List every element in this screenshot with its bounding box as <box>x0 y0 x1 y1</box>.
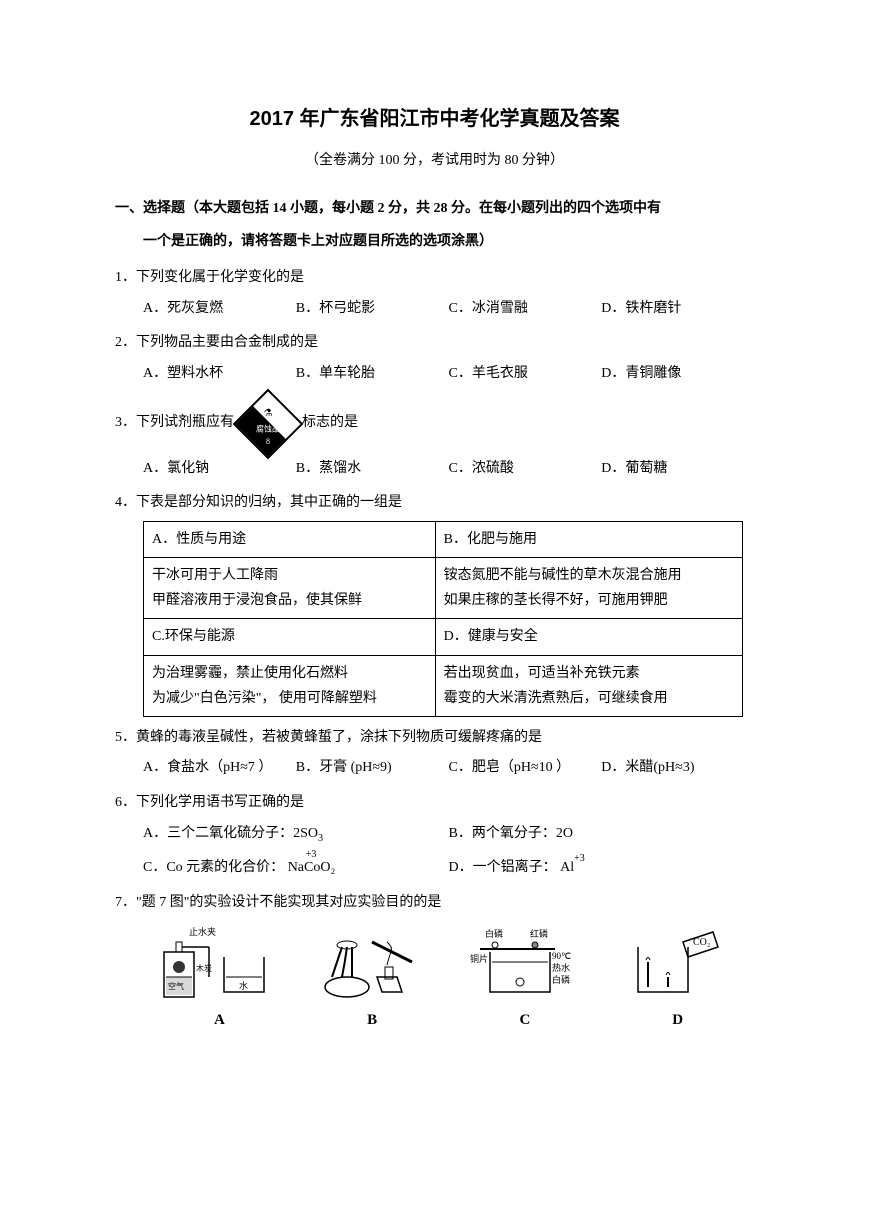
q6-opt-d: D．一个铝离子： Al+3 <box>449 855 755 882</box>
q1-opt-d: D．铁杵磨针 <box>601 296 754 323</box>
apparatus-a-icon: 止水夹 空气 水 木炭 <box>154 927 284 1002</box>
q4-cell-b-body: 铵态氮肥不能与碱性的草木灰混合施用 如果庄稼的茎长得不好，可施用钾肥 <box>435 557 742 618</box>
q5-options: A．食盐水（pH≈7 ） B．牙膏 (pH≈9) C．肥皂（pH≈10 ） D．… <box>115 755 754 782</box>
question-5: 5．黄蜂的毒液呈碱性，若被黄蜂蜇了，涂抹下列物质可缓解疼痛的是 A．食盐水（pH… <box>115 725 754 782</box>
page-title: 2017 年广东省阳江市中考化学真题及答案 <box>115 100 754 138</box>
svg-text:CO₂: CO₂ <box>693 937 710 948</box>
q6-text: 6．下列化学用语书写正确的是 <box>115 790 754 817</box>
q1-opt-b: B．杯弓蛇影 <box>296 296 449 323</box>
table-row: C.环保与能源 D．健康与安全 <box>144 619 743 655</box>
q3-opt-a: A．氯化钠 <box>143 456 296 483</box>
q7-label-b: B <box>296 1006 449 1035</box>
q4-c-body1: 为治理雾霾，禁止使用化石燃料 <box>152 661 427 686</box>
table-row: 干冰可用于人工降雨 甲醛溶液用于浸泡食品，使其保鲜 铵态氮肥不能与碱性的草木灰混… <box>144 557 743 618</box>
q4-cell-c-head: C.环保与能源 <box>144 619 436 655</box>
q4-b-body1: 铵态氮肥不能与碱性的草木灰混合施用 <box>444 563 734 588</box>
section-1-header-1: 一、选择题（本大题包括 14 小题，每小题 2 分，共 28 分。在每小题列出的… <box>115 195 754 223</box>
q5-opt-b: B．牙膏 (pH≈9) <box>296 755 449 782</box>
apparatus-b-icon <box>317 927 427 1002</box>
q2-opt-a: A．塑料水杯 <box>143 361 296 388</box>
q4-cell-a-body: 干冰可用于人工降雨 甲醛溶液用于浸泡食品，使其保鲜 <box>144 557 436 618</box>
svg-text:白磷: 白磷 <box>485 928 503 939</box>
q7-text: 7．"题 7 图"的实验设计不能实现其对应实验目的的是 <box>115 890 754 917</box>
q4-cell-c-body: 为治理雾霾，禁止使用化石燃料 为减少"白色污染"， 使用可降解塑料 <box>144 655 436 716</box>
svg-text:水: 水 <box>239 980 248 991</box>
q6-opt-c: C．Co 元素的化合价： +3NaCoO₂ <box>143 855 449 882</box>
q4-cell-d-body: 若出现贫血，可适当补充铁元素 霉变的大米清洗煮熟后，可继续食用 <box>435 655 742 716</box>
section-1-header-2: 一个是正确的，请将答题卡上对应题目所选的选项涂黑） <box>115 229 754 256</box>
q5-opt-c: C．肥皂（pH≈10 ） <box>449 755 602 782</box>
q4-cell-a-head: A．性质与用途 <box>144 521 436 557</box>
q1-opt-a: A．死灰复燃 <box>143 296 296 323</box>
apparatus-d-icon: CO₂ <box>623 927 733 1002</box>
q7-fig-a: 止水夹 空气 水 木炭 A <box>143 927 296 1035</box>
svg-text:铜片: 铜片 <box>470 953 488 964</box>
question-7: 7．"题 7 图"的实验设计不能实现其对应实验目的的是 止水夹 空气 水 <box>115 890 754 1034</box>
q1-text: 1．下列变化属于化学变化的是 <box>115 265 754 292</box>
q3-text-after: 标志的是 <box>302 410 358 437</box>
q2-text: 2．下列物品主要由合金制成的是 <box>115 330 754 357</box>
q3-opt-d: D．葡萄糖 <box>601 456 754 483</box>
q7-figures: 止水夹 空气 水 木炭 A <box>115 927 754 1035</box>
svg-text:止水夹: 止水夹 <box>189 926 216 937</box>
svg-text:红磷: 红磷 <box>530 928 548 939</box>
q4-a-body1: 干冰可用于人工降雨 <box>152 563 427 588</box>
q7-label-d: D <box>601 1006 754 1035</box>
question-6: 6．下列化学用语书写正确的是 A．三个二氧化硫分子：2SO3 B．两个氧分子：2… <box>115 790 754 882</box>
q7-label-c: C <box>449 1006 602 1035</box>
q7-label-a: A <box>143 1006 296 1035</box>
q7-fig-d: CO₂ D <box>601 927 754 1035</box>
q6-opt-b: B．两个氧分子：2O <box>449 821 755 848</box>
q3-options: A．氯化钠 B．蒸馏水 C．浓硫酸 D．葡萄糖 <box>115 456 754 483</box>
question-3: 3．下列试剂瓶应有 ⚗ 腐蚀品 8 标志的是 A．氯化钠 B．蒸馏水 C．浓硫酸… <box>115 396 754 483</box>
q2-opt-b: B．单车轮胎 <box>296 361 449 388</box>
question-2: 2．下列物品主要由合金制成的是 A．塑料水杯 B．单车轮胎 C．羊毛衣服 D．青… <box>115 330 754 387</box>
q3-opt-b: B．蒸馏水 <box>296 456 449 483</box>
question-4: 4．下表是部分知识的归纳，其中正确的一组是 A．性质与用途 B．化肥与施用 干冰… <box>115 490 754 717</box>
q4-cell-d-head: D．健康与安全 <box>435 619 742 655</box>
q1-opt-c: C．冰消雪融 <box>449 296 602 323</box>
q4-table: A．性质与用途 B．化肥与施用 干冰可用于人工降雨 甲醛溶液用于浸泡食品，使其保… <box>143 521 743 717</box>
q4-b-body2: 如果庄稼的茎长得不好，可施用钾肥 <box>444 588 734 613</box>
q3-opt-c: C．浓硫酸 <box>449 456 602 483</box>
q4-c-body2: 为减少"白色污染"， 使用可降解塑料 <box>152 686 427 711</box>
q6-options: A．三个二氧化硫分子：2SO3 B．两个氧分子：2O C．Co 元素的化合价： … <box>115 821 754 882</box>
svg-text:90℃: 90℃ <box>552 951 571 961</box>
q4-d-body2: 霉变的大米清洗煮熟后，可继续食用 <box>444 686 734 711</box>
q3-text-before: 3．下列试剂瓶应有 <box>115 410 234 437</box>
q5-opt-d: D．米醋(pH≈3) <box>601 755 754 782</box>
q5-opt-a: A．食盐水（pH≈7 ） <box>143 755 296 782</box>
q4-a-body2: 甲醛溶液用于浸泡食品，使其保鲜 <box>152 588 427 613</box>
q2-opt-c: C．羊毛衣服 <box>449 361 602 388</box>
svg-text:木炭: 木炭 <box>196 963 212 973</box>
svg-text:热水: 热水 <box>552 962 570 973</box>
q5-text: 5．黄蜂的毒液呈碱性，若被黄蜂蜇了，涂抹下列物质可缓解疼痛的是 <box>115 725 754 752</box>
q3-text-line: 3．下列试剂瓶应有 ⚗ 腐蚀品 8 标志的是 <box>115 396 754 452</box>
q6-opt-a: A．三个二氧化硫分子：2SO3 <box>143 821 449 848</box>
svg-text:白磷: 白磷 <box>552 974 570 985</box>
q4-cell-b-head: B．化肥与施用 <box>435 521 742 557</box>
table-row: 为治理雾霾，禁止使用化石燃料 为减少"白色污染"， 使用可降解塑料 若出现贫血，… <box>144 655 743 716</box>
q2-opt-d: D．青铜雕像 <box>601 361 754 388</box>
q7-fig-c: 白磷 红磷 铜片 90℃ 热水 白磷 C <box>449 927 602 1035</box>
corrosive-hazard-icon: ⚗ 腐蚀品 8 <box>240 396 296 452</box>
q7-fig-b: B <box>296 927 449 1035</box>
question-1: 1．下列变化属于化学变化的是 A．死灰复燃 B．杯弓蛇影 C．冰消雪融 D．铁杵… <box>115 265 754 322</box>
q4-text: 4．下表是部分知识的归纳，其中正确的一组是 <box>115 490 754 517</box>
q1-options: A．死灰复燃 B．杯弓蛇影 C．冰消雪融 D．铁杵磨针 <box>115 296 754 323</box>
q2-options: A．塑料水杯 B．单车轮胎 C．羊毛衣服 D．青铜雕像 <box>115 361 754 388</box>
q4-d-body1: 若出现贫血，可适当补充铁元素 <box>444 661 734 686</box>
svg-text:空气: 空气 <box>168 981 184 991</box>
page-subtitle: （全卷满分 100 分，考试用时为 80 分钟） <box>115 148 754 175</box>
table-row: A．性质与用途 B．化肥与施用 <box>144 521 743 557</box>
apparatus-c-icon: 白磷 红磷 铜片 90℃ 热水 白磷 <box>470 927 580 1002</box>
hazard-number: 8 <box>266 434 270 449</box>
